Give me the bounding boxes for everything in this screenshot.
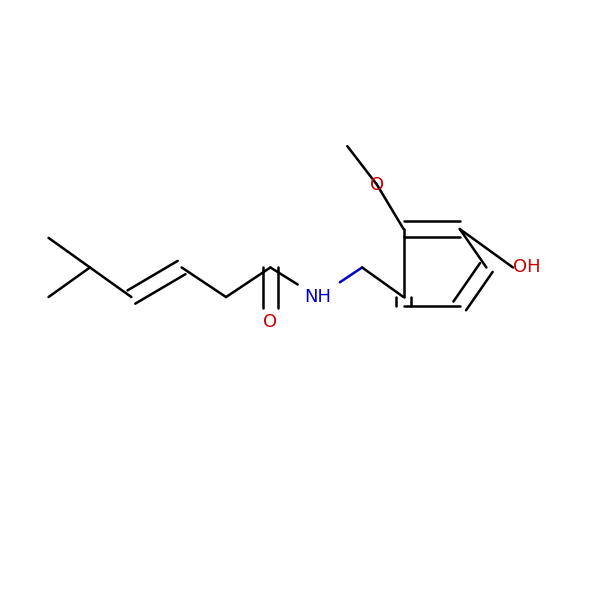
Text: O: O (263, 313, 277, 331)
Text: NH: NH (304, 288, 331, 306)
Text: OH: OH (513, 259, 541, 277)
Text: O: O (370, 176, 384, 194)
